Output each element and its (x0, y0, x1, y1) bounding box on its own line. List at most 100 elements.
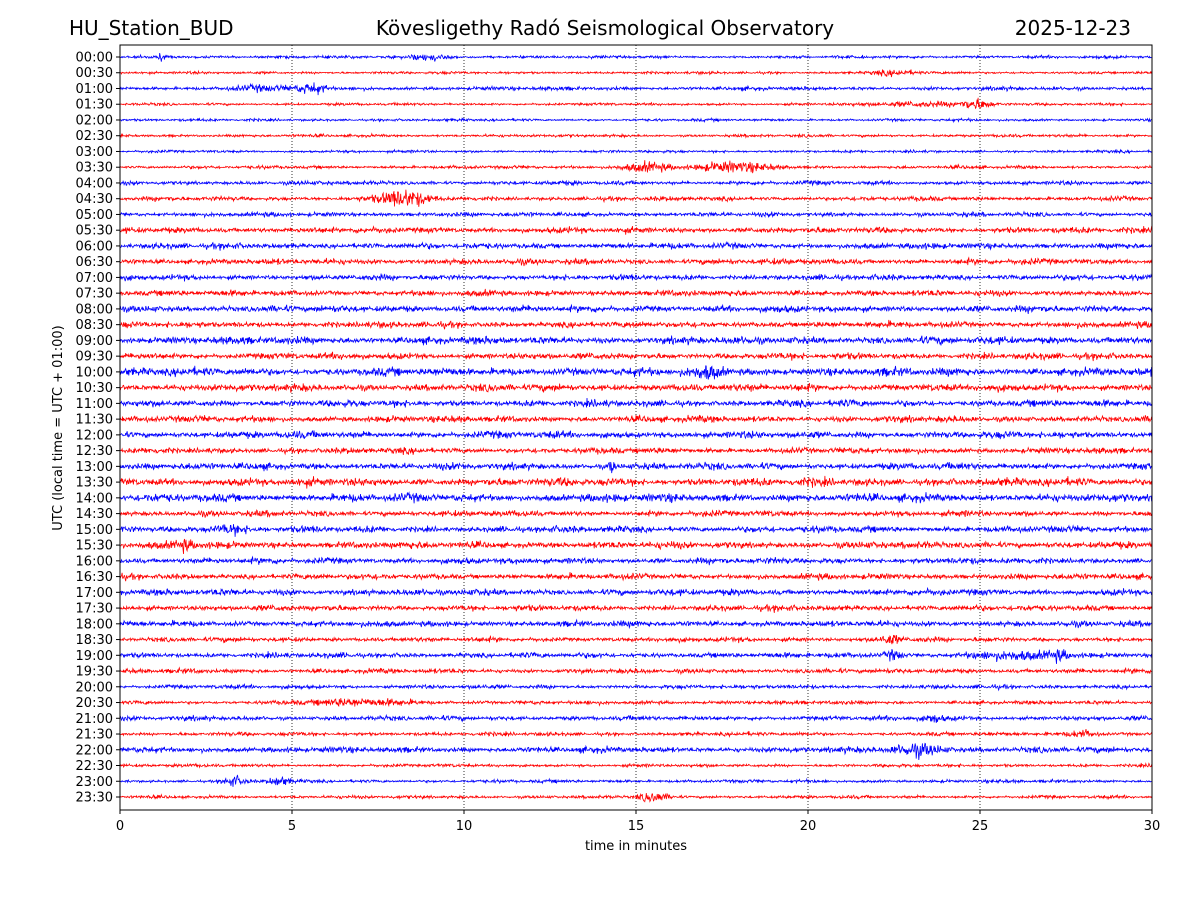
y-tick-label: 00:30 (76, 66, 113, 81)
y-tick-label: 17:00 (76, 586, 113, 601)
trace-1730 (119, 603, 1153, 613)
x-tick-label: 0 (116, 819, 124, 834)
trace-2300 (120, 774, 1153, 787)
trace-0100 (119, 82, 1153, 96)
x-axis-label: time in minutes (585, 839, 687, 854)
y-tick-label: 06:30 (76, 255, 113, 270)
x-tick-label: 10 (456, 819, 473, 834)
y-tick-label: 02:00 (76, 113, 113, 128)
y-tick-label: 20:00 (76, 680, 113, 695)
observatory-title: Kövesligethy Radó Seismological Observat… (376, 16, 834, 40)
y-tick-label: 11:00 (76, 397, 113, 412)
trace-2100 (119, 713, 1153, 723)
y-tick-label: 11:30 (76, 413, 113, 428)
trace-1700 (119, 586, 1153, 597)
y-axis: 00:0000:3001:0001:3002:0002:3003:0003:30… (76, 51, 120, 806)
trace-0330 (119, 160, 1153, 174)
trace-0700 (119, 273, 1153, 282)
trace-0130 (119, 97, 1153, 110)
trace-1500 (119, 524, 1153, 537)
trace-1800 (119, 618, 1153, 630)
trace-0600 (119, 240, 1153, 251)
y-tick-label: 19:00 (76, 649, 113, 664)
y-tick-label: 04:30 (76, 192, 113, 207)
trace-2000 (119, 683, 1153, 692)
y-tick-label: 09:00 (76, 334, 113, 349)
y-tick-label: 18:00 (76, 617, 113, 632)
x-tick-label: 20 (800, 819, 817, 834)
y-tick-label: 15:00 (76, 523, 113, 538)
trace-0900 (119, 335, 1153, 346)
y-tick-label: 12:30 (76, 444, 113, 459)
y-tick-label: 14:30 (76, 507, 113, 522)
trace-1430 (119, 509, 1153, 519)
trace-2200 (119, 742, 1153, 761)
y-axis-label: UTC (local time = UTC + 01:00) (51, 325, 66, 530)
y-tick-label: 23:30 (76, 791, 113, 806)
y-tick-label: 07:30 (76, 287, 113, 302)
trace-1030 (119, 382, 1153, 393)
trace-0530 (119, 225, 1153, 235)
trace-0730 (120, 288, 1153, 298)
trace-0400 (119, 179, 1153, 187)
station-title: HU_Station_BUD (69, 16, 234, 40)
y-tick-label: 22:00 (76, 743, 113, 758)
y-tick-label: 17:30 (76, 602, 113, 617)
traces (119, 53, 1153, 803)
y-tick-label: 00:00 (76, 51, 113, 66)
trace-0200 (119, 116, 1153, 124)
trace-0830 (119, 319, 1153, 330)
trace-1000 (119, 365, 1153, 380)
trace-1400 (119, 491, 1153, 504)
trace-1130 (119, 414, 1153, 424)
trace-2030 (119, 698, 1152, 708)
y-tick-label: 19:30 (76, 665, 113, 680)
grid (291, 45, 981, 810)
y-tick-label: 23:00 (76, 775, 113, 790)
trace-0000 (119, 53, 1153, 62)
trace-1830 (119, 634, 1153, 645)
trace-1300 (119, 461, 1153, 474)
x-tick-label: 5 (288, 819, 296, 834)
y-tick-label: 06:00 (76, 239, 113, 254)
trace-1200 (119, 429, 1153, 440)
y-tick-label: 07:00 (76, 271, 113, 286)
y-tick-label: 21:00 (76, 712, 113, 727)
date-title: 2025-12-23 (1015, 16, 1131, 40)
y-tick-label: 16:30 (76, 570, 113, 585)
y-tick-label: 22:30 (76, 759, 113, 774)
trace-0430 (120, 189, 1153, 207)
trace-0230 (119, 132, 1153, 139)
x-axis: 0 5 10 15 20 25 30 (116, 810, 1160, 834)
x-tick-label: 25 (972, 819, 989, 834)
y-tick-label: 01:00 (76, 82, 113, 97)
trace-0930 (119, 351, 1153, 362)
y-tick-label: 01:30 (76, 98, 113, 113)
y-tick-label: 13:00 (76, 460, 113, 475)
y-tick-label: 20:30 (76, 696, 113, 711)
y-tick-label: 08:30 (76, 318, 113, 333)
trace-2130 (119, 729, 1153, 739)
y-tick-label: 15:30 (76, 539, 113, 554)
trace-1330 (119, 475, 1153, 489)
trace-2230 (120, 762, 1153, 769)
trace-1230 (119, 445, 1153, 456)
y-tick-label: 18:30 (76, 633, 113, 648)
trace-1100 (119, 397, 1153, 409)
trace-0030 (119, 69, 1153, 78)
trace-1900 (119, 648, 1153, 664)
trace-1600 (119, 555, 1153, 566)
x-tick-label: 15 (628, 819, 645, 834)
trace-0800 (119, 303, 1153, 314)
y-tick-label: 02:30 (76, 129, 113, 144)
trace-1530 (119, 538, 1153, 555)
y-tick-label: 08:00 (76, 302, 113, 317)
y-tick-label: 10:30 (76, 381, 113, 396)
y-tick-label: 09:30 (76, 350, 113, 365)
y-tick-label: 21:30 (76, 728, 113, 743)
y-tick-label: 04:00 (76, 176, 113, 191)
x-tick-label: 30 (1144, 819, 1161, 834)
trace-0300 (119, 148, 1153, 155)
y-tick-label: 12:00 (76, 428, 113, 443)
